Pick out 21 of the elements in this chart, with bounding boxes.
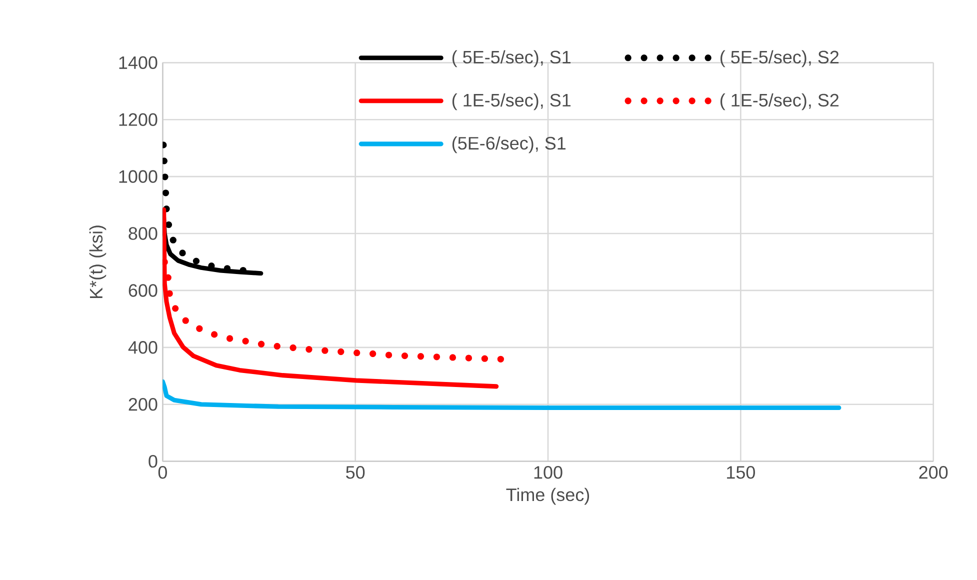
legend-label: ( 5E-5/sec), S1 <box>452 50 571 68</box>
legend-label: ( 1E-5/sec), S1 <box>452 93 571 110</box>
x-tick-label: 100 <box>534 466 562 479</box>
y-tick-label: 0 <box>148 454 158 468</box>
line-series <box>162 379 842 410</box>
x-tick-label: 150 <box>727 466 755 479</box>
y-axis-title: K*(t) (ksi) <box>89 226 106 298</box>
y-tick-label: 200 <box>128 398 158 411</box>
legend-label: (5E-6/sec), S1 <box>452 136 566 154</box>
y-tick-label: 1000 <box>119 170 158 183</box>
y-tick-label: 400 <box>128 341 158 354</box>
y-tick-label: 800 <box>128 227 158 240</box>
y-tick-label: 1400 <box>119 56 158 70</box>
x-tick-label: 200 <box>919 466 948 479</box>
x-axis-title: Time (sec) <box>506 488 590 505</box>
legend-label: ( 5E-5/sec), S2 <box>720 50 839 68</box>
x-tick-label: 0 <box>158 466 167 479</box>
y-tick-label: 600 <box>128 284 158 297</box>
y-tick-label: 1200 <box>119 113 158 126</box>
legend-label: ( 1E-5/sec), S2 <box>720 93 839 110</box>
x-tick-label: 50 <box>346 466 365 479</box>
